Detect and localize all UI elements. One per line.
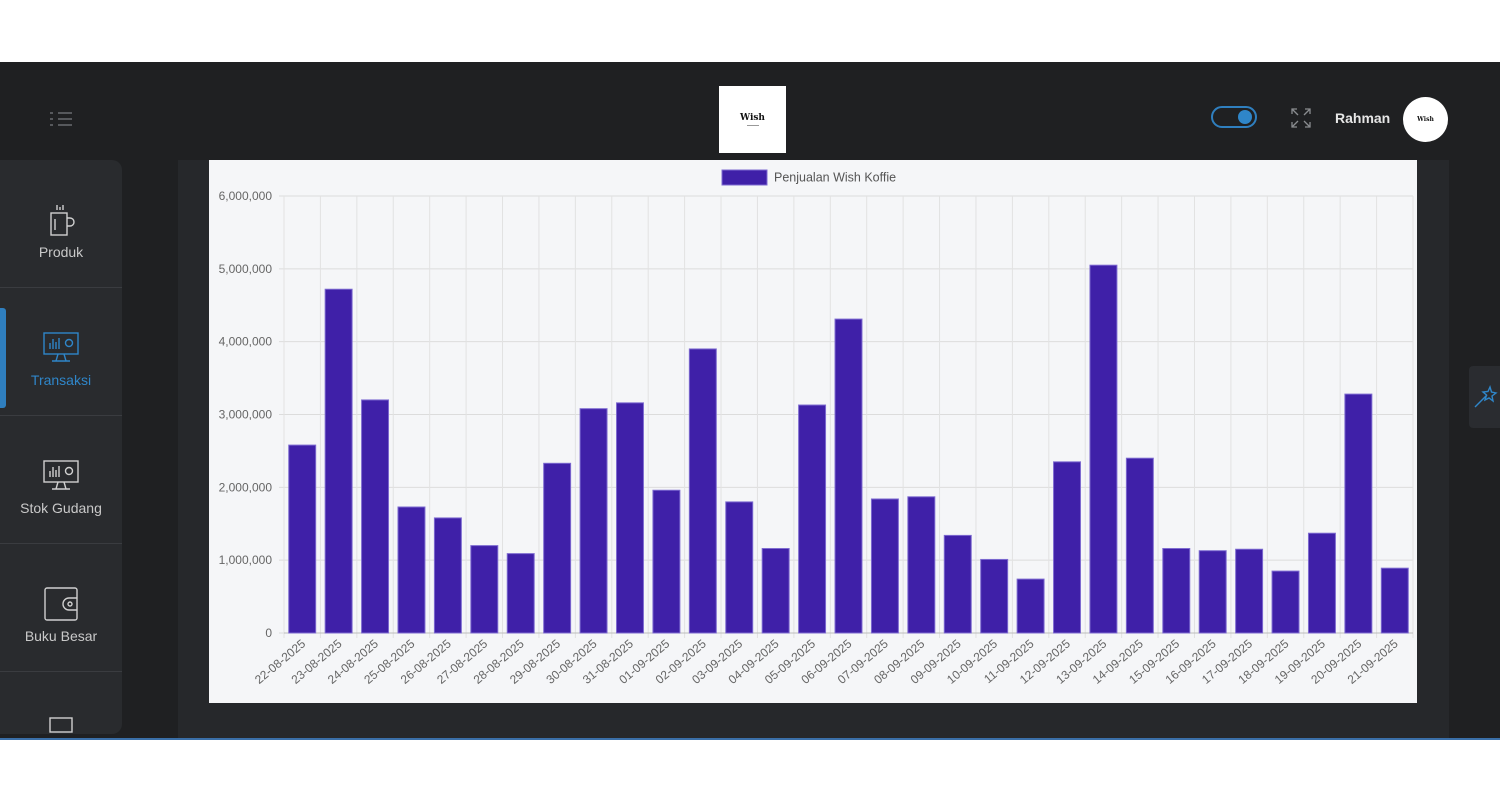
- window-bottom-edge: [0, 738, 1500, 740]
- bar: [616, 402, 644, 634]
- laptop-icon: [41, 712, 81, 734]
- username[interactable]: Rahman: [1335, 110, 1391, 126]
- bar: [324, 288, 353, 634]
- bar: [397, 506, 426, 634]
- bar: [470, 545, 499, 634]
- magic-wand-icon: [1474, 384, 1498, 408]
- sales-chart-card: Penjualan Wish Koffie 0 1,000,000 2,000,000…: [209, 160, 1417, 703]
- sidebar-item-next[interactable]: [0, 672, 122, 734]
- y-tick-label: 1,000,000: [219, 553, 273, 567]
- bar: [1016, 578, 1045, 634]
- sidebar-item-stok-gudang[interactable]: Stok Gudang: [0, 416, 122, 544]
- menu-toggle-icon[interactable]: [46, 109, 76, 129]
- sales-bar-chart: Penjualan Wish Koffie 0 1,000,000 2,000,000…: [219, 169, 1414, 687]
- bar: [579, 408, 608, 634]
- bar: [725, 501, 754, 634]
- bar: [761, 548, 790, 634]
- bar: [433, 517, 462, 634]
- fullscreen-icon[interactable]: [1290, 107, 1312, 129]
- bar: [1162, 548, 1191, 634]
- sidebar-item-produk[interactable]: Produk: [0, 160, 122, 288]
- bar: [1271, 570, 1300, 634]
- sidebar-item-label: Stok Gudang: [20, 500, 102, 516]
- bar: [1198, 550, 1227, 634]
- bar: [1235, 548, 1264, 634]
- bar: [907, 496, 936, 634]
- theme-toggle[interactable]: [1211, 106, 1257, 128]
- bar: [543, 462, 572, 634]
- toggle-knob: [1238, 110, 1252, 124]
- logo-underline: [746, 125, 759, 126]
- active-indicator: [0, 308, 6, 408]
- bar: [1089, 264, 1118, 634]
- bar: [834, 318, 863, 634]
- legend-label: Penjualan Wish Koffie: [774, 171, 896, 185]
- bar: [1344, 393, 1373, 634]
- bar: [1125, 457, 1154, 634]
- sidebar-item-transaksi[interactable]: Transaksi: [0, 288, 122, 416]
- bar: [506, 553, 535, 634]
- y-tick-label: 0: [265, 626, 272, 640]
- logo-text: Wish: [740, 113, 765, 123]
- wallet-icon: [41, 584, 81, 624]
- bar: [798, 404, 827, 634]
- bar: [361, 399, 390, 634]
- bar: [1380, 567, 1409, 634]
- bar: [288, 444, 317, 634]
- monitor-chart-icon: [41, 328, 81, 368]
- y-tick-label: 5,000,000: [219, 262, 273, 276]
- bar: [688, 348, 717, 634]
- avatar-text: Wish: [1417, 116, 1434, 123]
- bar: [652, 489, 681, 634]
- sidebar: Produk Transaksi: [0, 160, 122, 734]
- sidebar-item-label: Buku Besar: [24, 628, 98, 644]
- avatar[interactable]: Wish: [1403, 97, 1448, 142]
- y-tick-label: 2,000,000: [219, 480, 273, 494]
- monitor-chart-icon: [41, 456, 81, 496]
- legend-swatch: [721, 169, 768, 186]
- sidebar-item-label: Transaksi: [30, 372, 92, 388]
- y-tick-label: 3,000,000: [219, 408, 273, 422]
- app-window: Wish Rahman Wish: [0, 62, 1500, 738]
- brand-logo[interactable]: Wish: [719, 86, 786, 153]
- y-tick-label: 6,000,000: [219, 189, 273, 203]
- bar: [1053, 461, 1081, 634]
- sidebar-item-buku-besar[interactable]: Buku Besar: [0, 544, 122, 672]
- bar: [1307, 532, 1336, 634]
- customizer-tab[interactable]: [1469, 366, 1500, 428]
- bar: [980, 558, 1009, 634]
- bar: [870, 498, 899, 634]
- coffee-cup-icon: [41, 200, 81, 240]
- sidebar-item-label: Produk: [38, 244, 84, 260]
- bar: [943, 534, 972, 634]
- y-tick-label: 4,000,000: [219, 335, 273, 349]
- top-bar: Wish Rahman Wish: [0, 62, 1500, 160]
